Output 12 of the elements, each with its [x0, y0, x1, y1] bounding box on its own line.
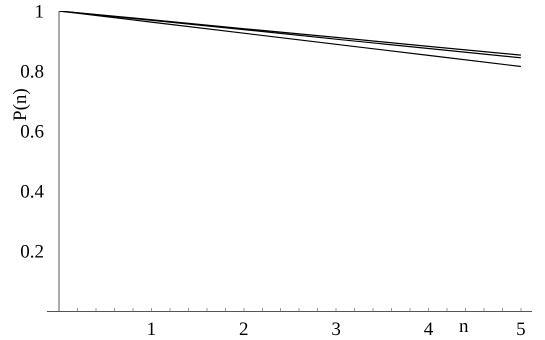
- x-tick-label: 3: [331, 318, 341, 340]
- y-axis-title: P(n): [10, 88, 31, 121]
- y-tick-label: 0.4: [20, 182, 44, 203]
- y-tick-label: 0.2: [20, 242, 44, 263]
- x-tick-label: 1: [146, 318, 156, 340]
- x-axis-title: n: [459, 316, 469, 337]
- x-tick-label: 5: [516, 318, 526, 340]
- x-tick-label: 4: [424, 318, 434, 340]
- y-tick-label: 0.6: [20, 122, 44, 143]
- y-tick-label: 0.8: [20, 62, 44, 83]
- y-tick-label: 1: [34, 2, 44, 23]
- x-tick-label: 2: [239, 318, 249, 340]
